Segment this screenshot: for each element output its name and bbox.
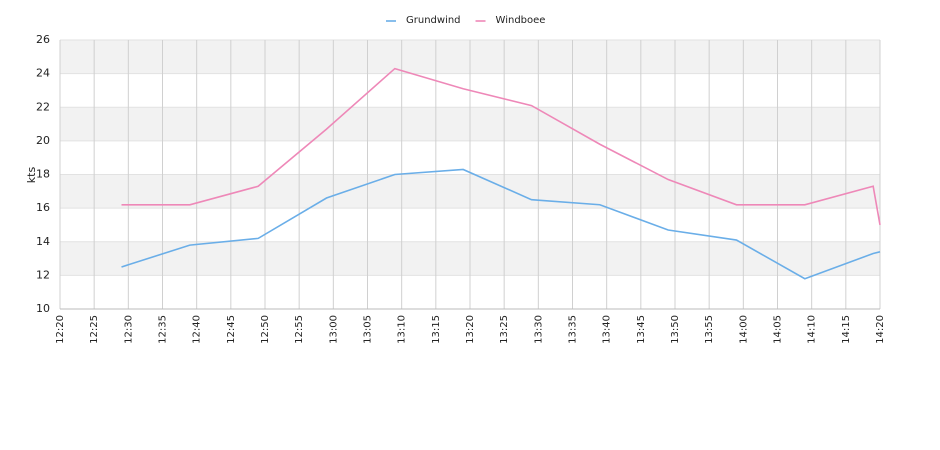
x-tick-label: 12:50: [260, 315, 271, 344]
x-tick-label: 13:45: [636, 315, 647, 344]
x-tick-label: 13:35: [568, 315, 579, 344]
x-tick-label: 13:30: [533, 315, 544, 344]
x-tick-label: 14:20: [875, 315, 886, 344]
y-tick-label: 10: [36, 302, 50, 315]
x-tick-label: 14:05: [773, 315, 784, 344]
legend-label: Windboee: [496, 15, 546, 26]
x-tick-label: 14:00: [738, 315, 749, 344]
x-tick-label: 13:05: [363, 315, 374, 344]
x-tick-label: 13:25: [499, 315, 510, 344]
x-tick-label: 13:50: [670, 315, 681, 344]
x-tick-label: 12:55: [294, 315, 305, 344]
y-tick-label: 16: [36, 201, 50, 214]
x-tick-label: 14:15: [841, 315, 852, 344]
x-tick-label: 12:45: [226, 315, 237, 344]
y-tick-label: 20: [36, 134, 50, 147]
x-tick-label: 13:15: [431, 315, 442, 344]
x-tick-label: 13:55: [704, 315, 715, 344]
x-tick-label: 13:40: [602, 315, 613, 344]
x-tick-label: 13:10: [397, 315, 408, 344]
line-series: [121, 67, 881, 226]
y-tick-label: 22: [36, 100, 50, 113]
legend-label: Grundwind: [406, 15, 461, 26]
x-tick-label: 12:25: [89, 315, 100, 344]
x-tick-label: 12:20: [55, 315, 66, 344]
line-series: [121, 168, 881, 280]
x-tick-label: 13:00: [328, 315, 339, 344]
x-tick-label: 13:20: [465, 315, 476, 344]
x-tick-label: 12:30: [123, 315, 134, 344]
x-tick-label: 12:35: [158, 315, 169, 344]
y-tick-label: 26: [36, 33, 50, 46]
y-tick-label: 24: [36, 67, 50, 80]
x-tick-label: 14:10: [807, 315, 818, 344]
y-tick-label: 14: [36, 235, 50, 248]
y-axis-label: kts: [25, 167, 38, 184]
x-tick-label: 12:40: [192, 315, 203, 344]
y-tick-label: 12: [36, 268, 50, 281]
y-tick-label: 18: [36, 168, 50, 181]
